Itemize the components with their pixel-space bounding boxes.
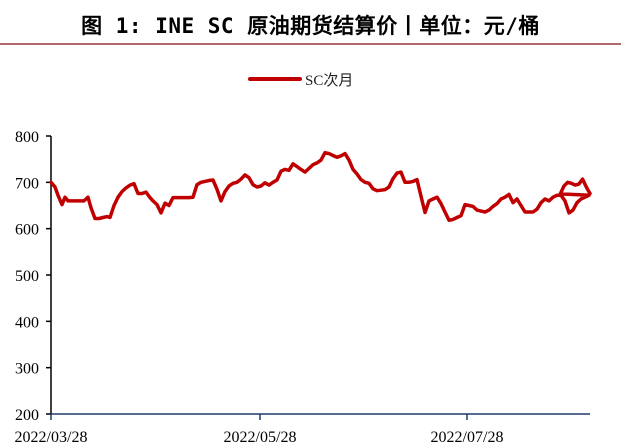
x-tick-label: 2022/05/28 xyxy=(224,429,297,446)
y-tick-label: 300 xyxy=(15,361,39,378)
legend-label: SC次月 xyxy=(305,72,353,89)
legend: SC次月 xyxy=(248,72,353,89)
y-tick-label: 700 xyxy=(15,175,39,192)
figure-title: 图 1: INE SC 原油期货结算价丨单位：元/桶 xyxy=(81,14,540,38)
title-divider xyxy=(0,43,621,45)
y-tick-label: 800 xyxy=(15,129,39,146)
series-line-sc xyxy=(49,150,592,223)
y-tick-label: 500 xyxy=(15,268,39,285)
y-tick-label: 600 xyxy=(15,222,39,239)
y-axis: 200 300 400 500 600 700 800 xyxy=(15,129,52,424)
y-tick-label: 400 xyxy=(15,314,39,331)
x-tick-label: 2022/03/28 xyxy=(15,429,88,446)
x-tick-label: 2022/07/28 xyxy=(431,429,504,446)
y-tick-label: 200 xyxy=(15,407,39,424)
x-axis: 2022/03/28 2022/05/28 2022/07/28 xyxy=(15,413,590,446)
